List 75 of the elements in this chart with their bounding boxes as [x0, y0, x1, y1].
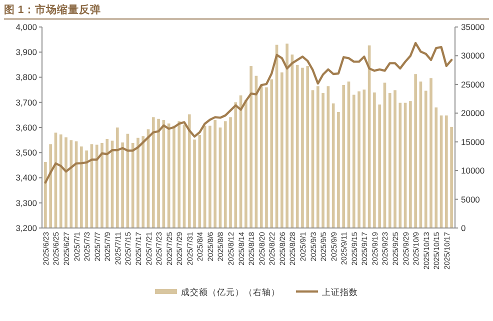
bar — [301, 68, 304, 228]
y-tick-label: 3,300 — [16, 198, 38, 208]
bar — [49, 144, 52, 228]
bar — [59, 134, 62, 228]
bar — [116, 128, 119, 228]
bar — [100, 143, 104, 228]
bar — [136, 138, 140, 228]
y2-tick-label: 25000 — [461, 79, 485, 90]
bar — [152, 117, 155, 228]
bar — [296, 64, 299, 228]
bar — [85, 150, 88, 228]
bar — [80, 146, 83, 228]
bar — [373, 92, 376, 228]
bar — [157, 118, 160, 228]
y2-tick-label: 5000 — [461, 194, 480, 204]
bar — [430, 78, 432, 228]
y-tick-label: 3,700 — [16, 97, 38, 108]
y-tick-label: 3,900 — [16, 47, 38, 58]
bar — [394, 90, 396, 228]
bar — [322, 93, 324, 228]
y-tick-label: 4,000 — [16, 22, 38, 32]
bar — [178, 121, 181, 228]
bar — [44, 162, 47, 228]
bar — [234, 102, 238, 228]
bar — [142, 136, 145, 228]
bar — [378, 104, 381, 228]
bar — [337, 112, 340, 228]
bar — [229, 117, 232, 228]
bar — [434, 107, 438, 228]
bar — [280, 72, 284, 228]
y2-tick-label: 35000 — [461, 22, 485, 32]
bar — [260, 85, 263, 228]
bar — [414, 74, 417, 228]
bar — [445, 115, 448, 228]
bar — [64, 137, 68, 228]
bar — [244, 100, 248, 228]
bar — [450, 126, 453, 228]
bar — [188, 114, 191, 228]
y-tick-label: 3,600 — [16, 122, 38, 132]
y2-tick-label: 30000 — [461, 50, 485, 61]
bar — [250, 66, 252, 228]
chart-title: 图 1：市场缩量反弹 — [4, 3, 101, 16]
bar — [270, 79, 274, 228]
y-tick-label: 3,500 — [16, 148, 38, 158]
bar — [208, 126, 212, 228]
bar — [342, 85, 346, 228]
bar — [398, 102, 402, 228]
bar — [214, 120, 216, 228]
y-tick-label: 3,800 — [16, 72, 38, 82]
bar — [306, 66, 310, 228]
legend-label: 上证指数 — [322, 287, 358, 297]
bar — [95, 144, 98, 228]
bar — [172, 126, 176, 228]
y2-tick-label: 20000 — [461, 108, 485, 118]
y-tick-label: 3,400 — [16, 172, 38, 183]
bar — [198, 134, 202, 228]
y2-tick-label: 10000 — [461, 166, 485, 176]
bar — [106, 138, 109, 228]
bar — [193, 140, 196, 228]
legend-label: 成交额（亿元）（右轴） — [181, 287, 280, 297]
bar — [424, 90, 428, 228]
line-series — [44, 42, 453, 184]
bar — [388, 93, 392, 228]
bar — [224, 121, 227, 228]
bar — [70, 140, 73, 228]
bar — [316, 86, 320, 228]
y-tick-label: 3,200 — [16, 222, 38, 233]
bar — [265, 87, 268, 228]
y2-tick-label: 15000 — [461, 136, 485, 147]
bar — [121, 142, 124, 228]
bar — [358, 91, 360, 228]
bar — [409, 101, 412, 228]
bar — [286, 44, 288, 228]
bar — [352, 94, 356, 228]
y2-tick-label: 0 — [461, 222, 466, 233]
